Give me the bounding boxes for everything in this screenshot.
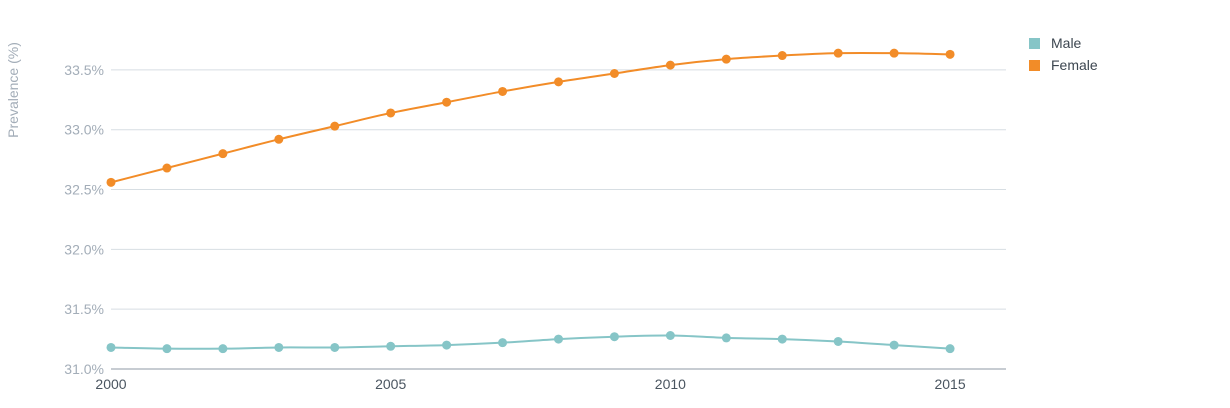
data-point-male[interactable]: [945, 344, 955, 354]
data-point-female[interactable]: [162, 163, 172, 173]
data-point-female[interactable]: [442, 97, 452, 107]
data-point-male[interactable]: [609, 332, 619, 342]
data-point-male[interactable]: [386, 341, 396, 351]
legend-label-female[interactable]: Female: [1051, 57, 1098, 73]
data-point-female[interactable]: [665, 60, 675, 70]
data-point-female[interactable]: [106, 177, 116, 187]
data-point-male[interactable]: [162, 344, 172, 354]
y-tick-label: 33.0%: [64, 122, 104, 138]
legend: Male Female: [1029, 35, 1098, 73]
data-point-female[interactable]: [554, 77, 563, 87]
y-tick-label: 33.5%: [64, 62, 104, 78]
data-point-male[interactable]: [330, 342, 340, 352]
data-point-female[interactable]: [777, 51, 787, 61]
data-point-female[interactable]: [721, 54, 731, 64]
data-point-male[interactable]: [554, 334, 563, 344]
data-point-male[interactable]: [665, 331, 675, 341]
data-point-male[interactable]: [889, 340, 899, 350]
x-tick-label: 2005: [375, 376, 406, 392]
data-point-male[interactable]: [218, 344, 228, 354]
data-point-male[interactable]: [274, 342, 284, 352]
series-line-male: [110, 334, 951, 350]
legend-swatch-female[interactable]: [1029, 60, 1040, 71]
data-point-male[interactable]: [721, 333, 731, 343]
data-point-female[interactable]: [889, 48, 899, 58]
data-point-male[interactable]: [106, 342, 116, 352]
data-point-female[interactable]: [218, 149, 228, 159]
data-point-male[interactable]: [442, 340, 452, 350]
x-tick-label: 2010: [655, 376, 686, 392]
y-tick-label: 31.5%: [64, 301, 104, 317]
data-point-female[interactable]: [945, 49, 955, 59]
data-point-female[interactable]: [330, 121, 340, 131]
data-point-female[interactable]: [274, 134, 284, 144]
y-axis-label: Prevalence (%): [5, 42, 21, 138]
data-point-female[interactable]: [609, 68, 619, 78]
data-point-female[interactable]: [498, 86, 508, 96]
x-tick-label: 2000: [95, 376, 126, 392]
y-tick-label: 31.0%: [64, 361, 104, 377]
data-point-female[interactable]: [386, 108, 396, 118]
legend-label-male[interactable]: Male: [1051, 35, 1082, 51]
gridlines: [111, 69, 1006, 310]
data-point-male[interactable]: [498, 338, 508, 348]
data-point-male[interactable]: [777, 334, 787, 344]
x-tick-label: 2015: [934, 376, 965, 392]
axes: 31.0% 31.5% 32.0% 32.5% 33.0% 33.5% 2000 2005 20…: [64, 62, 1006, 392]
legend-swatch-male[interactable]: [1029, 38, 1040, 49]
y-tick-label: 32.0%: [64, 241, 104, 257]
series-line-female: [110, 51, 951, 184]
series: [106, 48, 955, 354]
y-tick-label: 32.5%: [64, 182, 104, 198]
data-point-male[interactable]: [833, 336, 843, 346]
data-point-female[interactable]: [833, 48, 843, 58]
